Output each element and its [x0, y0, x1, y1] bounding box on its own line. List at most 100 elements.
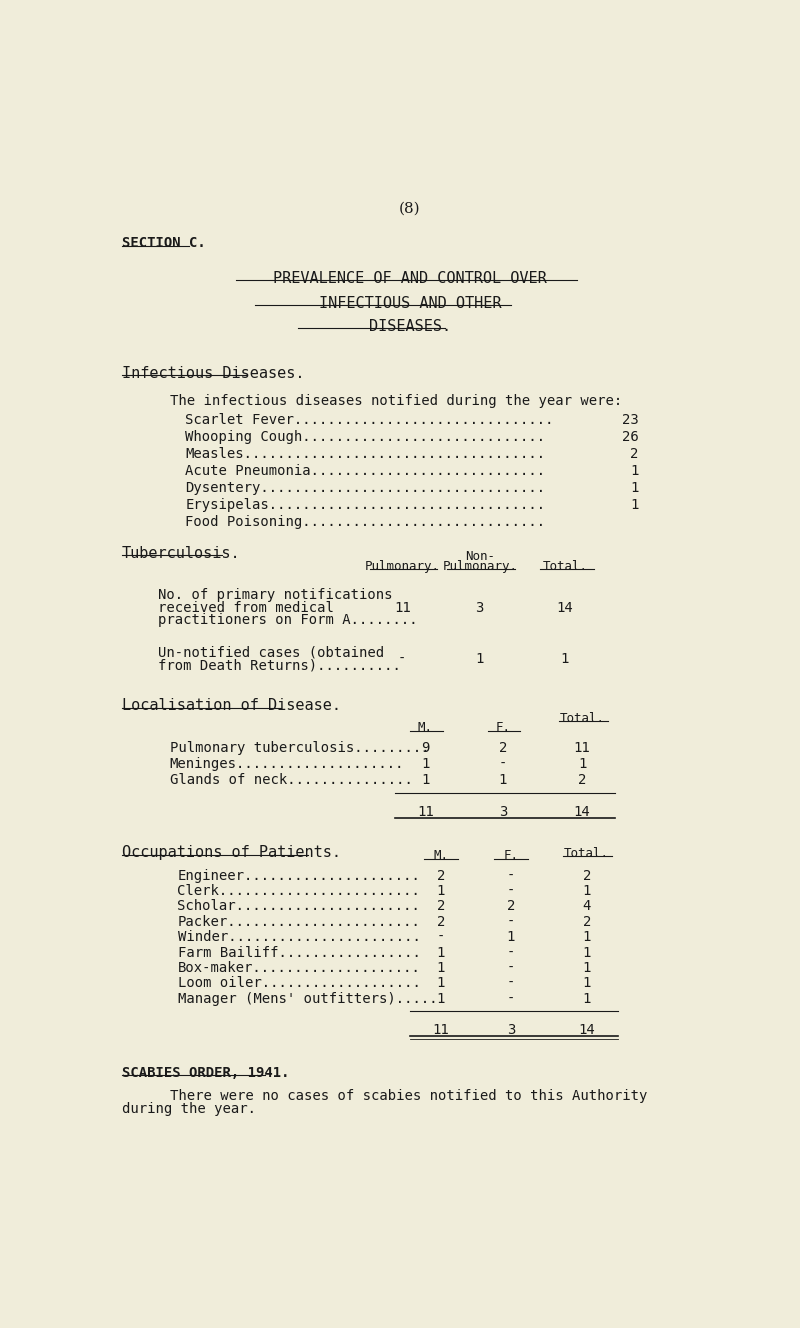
Text: (8): (8)	[399, 202, 421, 215]
Text: Acute Pneumonia............................: Acute Pneumonia.........................…	[186, 465, 546, 478]
Text: Packer.......................: Packer.......................	[178, 915, 420, 928]
Text: from Death Returns)..........: from Death Returns)..........	[158, 659, 401, 672]
Text: -: -	[499, 757, 507, 770]
Text: Clerk........................: Clerk........................	[178, 884, 420, 898]
Text: 14: 14	[574, 805, 590, 819]
Text: 1: 1	[582, 992, 591, 1005]
Text: Pulmonary tuberculosis.........: Pulmonary tuberculosis.........	[170, 741, 430, 754]
Text: Un-notified cases (obtained: Un-notified cases (obtained	[158, 645, 384, 660]
Text: Farm Bailiff.................: Farm Bailiff.................	[178, 946, 420, 960]
Text: 26: 26	[622, 430, 638, 445]
Text: 3: 3	[506, 1024, 515, 1037]
Text: -: -	[506, 976, 515, 991]
Text: SCABIES ORDER, 1941.: SCABIES ORDER, 1941.	[122, 1065, 290, 1080]
Text: 11: 11	[574, 741, 590, 754]
Text: Scarlet Fever...............................: Scarlet Fever...........................…	[186, 413, 554, 428]
Text: Glands of neck...............: Glands of neck...............	[170, 773, 413, 788]
Text: Infectious Diseases.: Infectious Diseases.	[122, 365, 304, 381]
Text: -: -	[506, 915, 515, 928]
Text: No. of primary notifications: No. of primary notifications	[158, 588, 393, 603]
Text: -: -	[506, 869, 515, 883]
Text: -: -	[437, 930, 445, 944]
Text: 1: 1	[437, 992, 445, 1005]
Text: The infectious diseases notified during the year were:: The infectious diseases notified during …	[170, 394, 622, 408]
Text: 1: 1	[630, 481, 638, 495]
Text: Localisation of Disease.: Localisation of Disease.	[122, 699, 341, 713]
Text: 2: 2	[499, 741, 507, 754]
Text: 11: 11	[433, 1024, 450, 1037]
Text: 1: 1	[422, 757, 430, 770]
Text: 1: 1	[437, 961, 445, 975]
Text: -: -	[506, 992, 515, 1005]
Text: -: -	[398, 652, 406, 667]
Text: 2: 2	[630, 448, 638, 461]
Text: Occupations of Patients.: Occupations of Patients.	[122, 846, 341, 861]
Text: 23: 23	[622, 413, 638, 428]
Text: Total.: Total.	[564, 847, 610, 861]
Text: Whooping Cough.............................: Whooping Cough..........................…	[186, 430, 546, 445]
Text: Engineer.....................: Engineer.....................	[178, 869, 420, 883]
Text: 11: 11	[417, 805, 434, 819]
Text: 3: 3	[475, 600, 484, 615]
Text: Erysipelas.................................: Erysipelas..............................…	[186, 498, 546, 513]
Text: Total.: Total.	[559, 712, 605, 725]
Text: 2: 2	[582, 869, 591, 883]
Text: Dysentery..................................: Dysentery...............................…	[186, 481, 546, 495]
Text: 1: 1	[475, 652, 484, 667]
Text: 1: 1	[437, 976, 445, 991]
Text: 14: 14	[578, 1024, 595, 1037]
Text: M.: M.	[434, 850, 449, 862]
Text: 4: 4	[582, 899, 591, 914]
Text: Food Poisoning.............................: Food Poisoning..........................…	[186, 515, 546, 529]
Text: Meninges....................: Meninges....................	[170, 757, 404, 770]
Text: 2: 2	[578, 773, 586, 788]
Text: Non-: Non-	[465, 550, 494, 563]
Text: -: -	[506, 884, 515, 898]
Text: during the year.: during the year.	[122, 1102, 256, 1116]
Text: 11: 11	[394, 600, 410, 615]
Text: 1: 1	[582, 976, 591, 991]
Text: 1: 1	[630, 498, 638, 513]
Text: Manager (Mens' outfitters).....: Manager (Mens' outfitters).....	[178, 992, 437, 1005]
Text: INFECTIOUS AND OTHER: INFECTIOUS AND OTHER	[318, 296, 502, 311]
Text: F.: F.	[495, 721, 510, 734]
Text: 1: 1	[582, 884, 591, 898]
Text: PREVALENCE OF AND CONTROL OVER: PREVALENCE OF AND CONTROL OVER	[273, 271, 547, 286]
Text: Pulmonary.: Pulmonary.	[365, 560, 440, 572]
Text: M.: M.	[418, 721, 433, 734]
Text: There were no cases of scabies notified to this Authority: There were no cases of scabies notified …	[170, 1089, 647, 1102]
Text: 1: 1	[630, 465, 638, 478]
Text: 3: 3	[499, 805, 507, 819]
Text: 2: 2	[437, 899, 445, 914]
Text: 1: 1	[422, 773, 430, 788]
Text: 9: 9	[422, 741, 430, 754]
Text: Tuberculosis.: Tuberculosis.	[122, 546, 240, 560]
Text: Measles....................................: Measles.................................…	[186, 448, 546, 461]
Text: Total.: Total.	[542, 560, 587, 572]
Text: Scholar......................: Scholar......................	[178, 899, 420, 914]
Text: 1: 1	[582, 961, 591, 975]
Text: practitioners on Form A........: practitioners on Form A........	[158, 614, 418, 627]
Text: 1: 1	[506, 930, 515, 944]
Text: -: -	[506, 961, 515, 975]
Text: Loom oiler...................: Loom oiler...................	[178, 976, 420, 991]
Text: 1: 1	[499, 773, 507, 788]
Text: 1: 1	[561, 652, 569, 667]
Text: 2: 2	[437, 915, 445, 928]
Text: received from medical: received from medical	[158, 600, 334, 615]
Text: Winder.......................: Winder.......................	[178, 930, 420, 944]
Text: DISEASES.: DISEASES.	[369, 319, 451, 333]
Text: F.: F.	[503, 850, 518, 862]
Text: 1: 1	[437, 884, 445, 898]
Text: 2: 2	[506, 899, 515, 914]
Text: 1: 1	[578, 757, 586, 770]
Text: -: -	[506, 946, 515, 960]
Text: 1: 1	[582, 946, 591, 960]
Text: SECTION C.: SECTION C.	[122, 236, 206, 251]
Text: 1: 1	[582, 930, 591, 944]
Text: Box-maker....................: Box-maker....................	[178, 961, 420, 975]
Text: 2: 2	[582, 915, 591, 928]
Text: 14: 14	[557, 600, 574, 615]
Text: 2: 2	[437, 869, 445, 883]
Text: Pulmonary.: Pulmonary.	[442, 560, 518, 572]
